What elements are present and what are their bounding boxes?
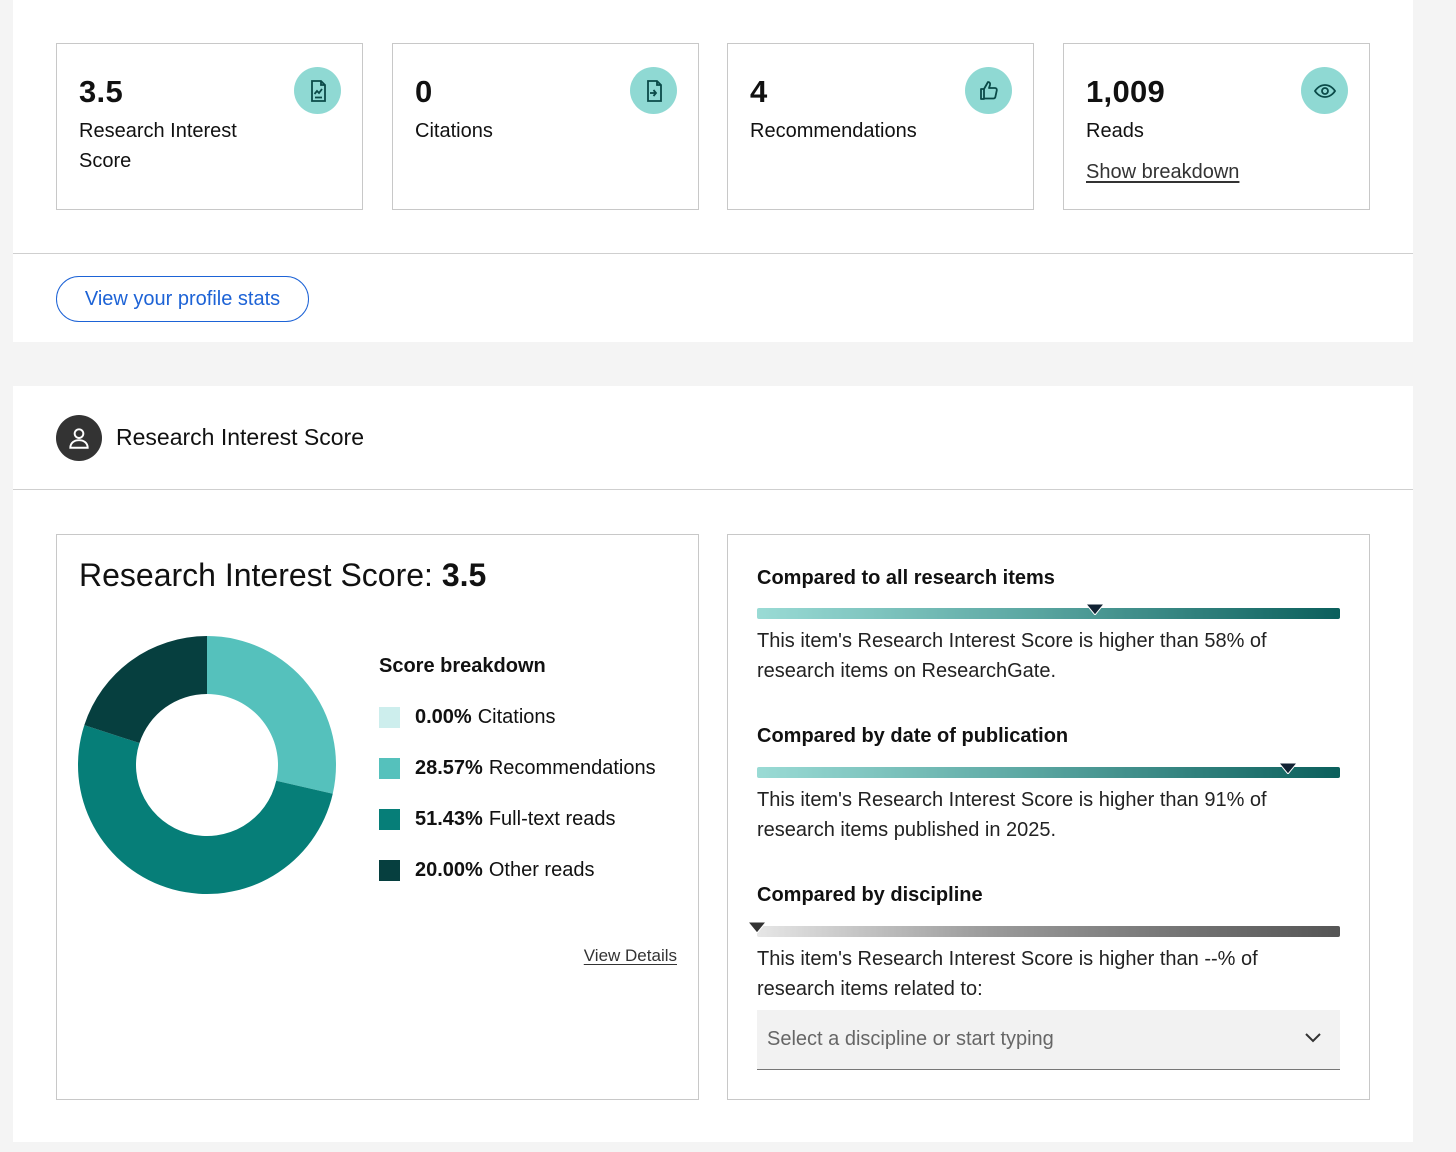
eye-icon — [1301, 67, 1348, 114]
stat-value: 0 — [415, 74, 433, 109]
comparison-text: This item's Research Interest Score is h… — [757, 630, 1267, 682]
score-breakdown-title: Score breakdown — [379, 655, 546, 677]
percentile-marker — [1086, 604, 1105, 615]
stat-card-research-interest: 3.5 Research Interest Score — [56, 43, 363, 210]
stat-label: Research Interest Score — [79, 120, 237, 172]
research-interest-panel: Research Interest Score Research Interes… — [13, 386, 1413, 1142]
comparison-bar-discipline — [748, 914, 1340, 938]
comparison-bar-all — [757, 596, 1340, 620]
percentile-bar — [757, 608, 1340, 619]
legend-swatch — [379, 859, 400, 881]
legend-item-full-text-reads: 51.43% Full-text reads — [379, 807, 616, 831]
user-icon — [56, 415, 102, 461]
donut-slice-full-text-reads — [77, 725, 333, 894]
research-interest-icon — [294, 67, 341, 114]
legend-label: Full-text reads — [488, 807, 616, 830]
comparison-text: This item's Research Interest Score is h… — [757, 948, 1258, 1000]
comparison-bar-date — [757, 755, 1340, 779]
stat-label: Recommendations — [750, 120, 917, 142]
donut-slice-recommendations — [207, 636, 336, 794]
discipline-select[interactable]: Select a discipline or start typing — [757, 1010, 1340, 1070]
stat-value: 1,009 — [1086, 74, 1166, 109]
divider — [13, 253, 1413, 254]
stat-card-citations: 0 Citations — [392, 43, 699, 210]
score-heading-value: 3.5 — [441, 557, 487, 593]
legend-label: Recommendations — [488, 756, 656, 779]
thumbs-up-icon — [965, 67, 1012, 114]
legend-percent: 51.43% — [415, 807, 483, 830]
legend-swatch — [379, 808, 400, 830]
legend-swatch — [379, 706, 400, 728]
chevron-down-icon — [1305, 1033, 1321, 1043]
stat-card-reads: 1,009 Reads Show breakdown — [1063, 43, 1370, 210]
percentile-bar — [757, 767, 1340, 778]
view-details-link[interactable]: View Details — [583, 946, 677, 965]
score-heading: Research Interest Score: 3.5 — [79, 557, 486, 594]
stat-value: 4 — [750, 74, 768, 109]
legend-percent: 20.00% — [415, 858, 483, 881]
stat-label: Citations — [415, 120, 493, 142]
legend-label: Other reads — [488, 858, 595, 881]
legend-item-citations: 0.00% Citations — [379, 705, 556, 729]
comparison-card: Compared to all research items This item… — [727, 534, 1370, 1100]
score-breakdown-card: Research Interest Score: 3.5 Score break… — [56, 534, 699, 1100]
stat-label: Reads — [1086, 120, 1144, 142]
legend-item-other-reads: 20.00% Other reads — [379, 858, 594, 882]
percentile-bar — [757, 926, 1340, 937]
legend-swatch — [379, 757, 400, 779]
legend-label: Citations — [477, 705, 556, 728]
comparison-title: Compared by discipline — [757, 884, 983, 906]
legend-percent: 28.57% — [415, 756, 483, 779]
score-donut-chart — [77, 636, 336, 894]
legend-percent: 0.00% — [415, 705, 472, 728]
stats-panel: 3.5 Research Interest Score 0 Citations … — [13, 0, 1413, 342]
discipline-placeholder: Select a discipline or start typing — [767, 1028, 1054, 1050]
percentile-marker — [1278, 763, 1297, 774]
section-title: Research Interest Score — [116, 424, 365, 450]
score-heading-prefix: Research Interest Score: — [79, 557, 442, 593]
comparison-text: This item's Research Interest Score is h… — [757, 789, 1267, 841]
legend-item-recommendations: 28.57% Recommendations — [379, 756, 656, 780]
comparison-title: Compared by date of publication — [757, 725, 1069, 747]
citation-icon — [630, 67, 677, 114]
divider — [13, 489, 1413, 490]
show-breakdown-link[interactable]: Show breakdown — [1086, 161, 1240, 183]
donut-slice-other-reads — [84, 636, 207, 744]
stat-card-recommendations: 4 Recommendations — [727, 43, 1034, 210]
stat-value: 3.5 — [79, 74, 123, 109]
comparison-title: Compared to all research items — [757, 567, 1055, 589]
view-profile-stats-button[interactable]: View your profile stats — [56, 276, 309, 322]
percentile-marker — [748, 922, 766, 933]
